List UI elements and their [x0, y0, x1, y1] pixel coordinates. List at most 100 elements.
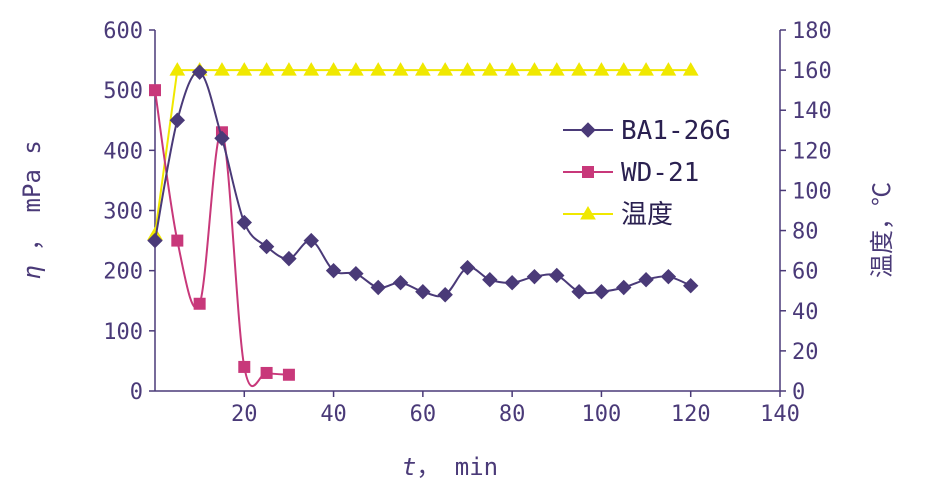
y-left-tick-label: 300 — [103, 200, 143, 225]
data-point — [526, 268, 543, 285]
x-axis-title: t， min — [402, 453, 498, 481]
y-left-axis-title-var: η — [18, 265, 46, 279]
data-point — [593, 284, 610, 300]
data-point — [459, 259, 476, 276]
x-tick-label: 140 — [760, 402, 800, 427]
data-point — [526, 62, 543, 76]
legend-item: 温度 — [563, 200, 673, 230]
data-point — [282, 368, 295, 381]
data-point — [149, 84, 161, 97]
y-right-tick-label: 20 — [792, 340, 819, 365]
data-point — [571, 284, 587, 300]
data-point — [169, 62, 186, 76]
data-point — [414, 62, 431, 76]
series-layer — [147, 62, 699, 388]
axes: 20 40 60 80 100 120 14001002003004005006000204… — [103, 19, 832, 427]
y-right-tick-label: 0 — [792, 380, 805, 405]
data-point — [504, 62, 521, 76]
data-point — [238, 360, 251, 373]
data-point — [638, 271, 654, 288]
legend-marker — [580, 206, 596, 220]
y-left-tick-label: 600 — [103, 19, 143, 44]
data-point — [682, 62, 699, 76]
data-point — [571, 62, 587, 76]
data-point — [258, 62, 275, 76]
data-point — [370, 62, 387, 76]
data-point — [593, 62, 610, 76]
y-right-tick-label: 80 — [792, 220, 819, 245]
data-point — [348, 265, 364, 282]
data-point — [683, 278, 699, 294]
data-point — [169, 112, 186, 128]
data-point — [415, 284, 431, 300]
data-point — [236, 62, 253, 76]
x-axis-title-var: t — [402, 453, 416, 481]
data-point — [481, 62, 498, 76]
x-tick-label: 100 — [582, 402, 622, 427]
data-point — [437, 62, 454, 76]
y-right-axis-title: 温度，℃ — [868, 182, 896, 278]
x-tick-label: 120 — [671, 402, 711, 427]
data-point — [147, 232, 163, 249]
y-right-tick-label: 100 — [792, 179, 832, 204]
legend-label: BA1-26G — [621, 116, 731, 146]
data-point — [660, 268, 677, 285]
y-right-tick-label: 160 — [792, 59, 832, 84]
x-axis-title-unit: ， min — [416, 453, 498, 481]
legend: BA1-26G WD-21 温度 — [563, 116, 731, 230]
data-point — [459, 62, 476, 76]
data-point — [260, 366, 273, 379]
data-point — [548, 62, 565, 76]
data-point — [325, 262, 342, 279]
y-right-tick-label: 40 — [792, 300, 819, 325]
y-left-tick-label: 0 — [130, 380, 143, 405]
legend-label: 温度 — [621, 200, 673, 230]
data-point — [392, 62, 409, 76]
x-tick-label: 80 — [499, 402, 526, 427]
data-point — [549, 267, 565, 284]
data-point — [171, 234, 184, 247]
data-point — [193, 297, 206, 310]
data-point — [258, 238, 275, 255]
x-tick-label: 60 — [410, 402, 437, 427]
legend-item: WD-21 — [563, 158, 699, 188]
y-left-tick-label: 100 — [103, 320, 143, 345]
series-0 — [147, 64, 699, 303]
data-point — [281, 250, 297, 267]
data-point — [214, 130, 230, 147]
data-point — [392, 274, 409, 291]
y-left-axis-title: η ， mPa s — [18, 140, 46, 280]
legend-marker — [580, 122, 596, 138]
data-point — [281, 62, 297, 76]
data-point — [660, 62, 677, 76]
legend-label: WD-21 — [621, 158, 699, 188]
data-point — [616, 279, 632, 296]
legend-marker — [582, 166, 594, 178]
y-right-tick-label: 120 — [792, 139, 832, 164]
data-point — [214, 62, 230, 76]
legend-item: BA1-26G — [563, 116, 731, 146]
series-2 — [147, 62, 699, 241]
data-point — [191, 64, 208, 80]
data-point — [348, 62, 364, 76]
data-point — [482, 271, 498, 288]
data-point — [236, 214, 252, 231]
y-left-axis-title-unit: ， mPa s — [18, 140, 46, 265]
data-point — [504, 274, 520, 291]
y-right-tick-label: 60 — [792, 260, 819, 285]
x-tick-label: 40 — [320, 402, 347, 427]
data-point — [370, 279, 386, 296]
y-left-tick-label: 200 — [103, 260, 143, 285]
y-left-tick-label: 400 — [103, 139, 143, 164]
data-point — [303, 62, 320, 76]
series-line — [154, 69, 691, 235]
y-right-tick-label: 140 — [792, 99, 832, 124]
data-point — [303, 232, 319, 249]
data-point — [615, 62, 632, 76]
x-tick-label: 20 — [231, 402, 258, 427]
series-1 — [149, 84, 295, 388]
data-point — [325, 62, 342, 76]
data-point — [638, 62, 654, 76]
y-right-tick-label: 180 — [792, 19, 832, 44]
